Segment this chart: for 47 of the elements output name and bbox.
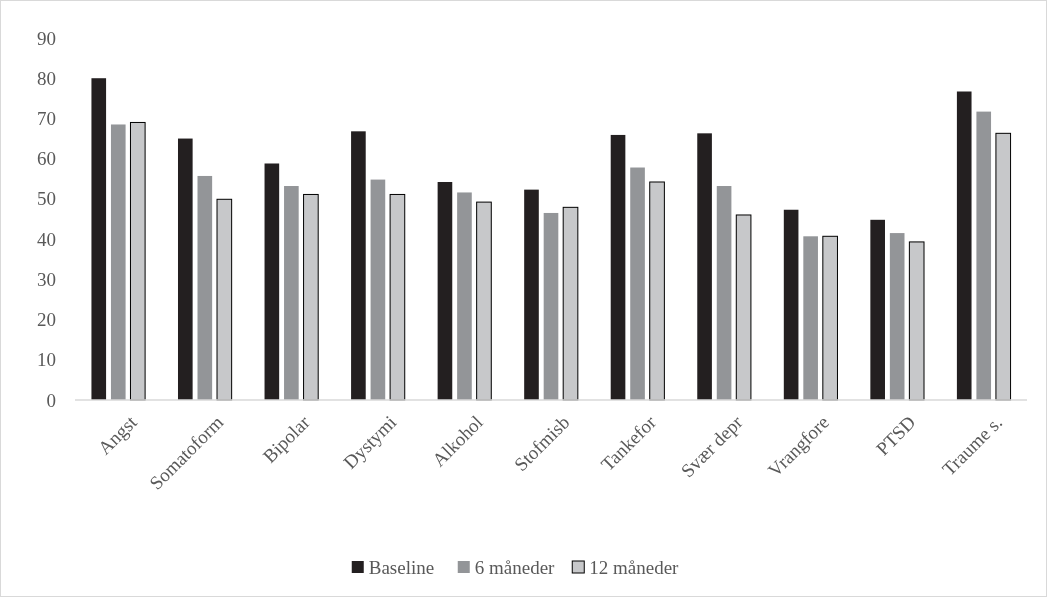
bar [110, 124, 126, 400]
bar [543, 212, 559, 400]
bar [630, 167, 645, 400]
bar [457, 192, 472, 400]
bar [129, 121, 146, 401]
bar [822, 235, 838, 401]
bar [803, 236, 818, 400]
y-tick-label: 60 [37, 148, 56, 170]
bar [177, 138, 193, 400]
bar [976, 111, 992, 400]
bar [610, 134, 626, 400]
bar [783, 209, 799, 400]
y-tick-label: 10 [37, 349, 56, 371]
bar [908, 241, 925, 401]
bar [264, 163, 280, 400]
bar [956, 91, 972, 400]
bar [303, 193, 319, 401]
legend-label: 12 måneder [589, 556, 680, 578]
bar [437, 182, 453, 400]
bar [351, 131, 366, 400]
y-tick-label: 80 [37, 67, 56, 89]
bar [370, 179, 386, 400]
legend-label: 6 måneder [474, 556, 556, 578]
bar [389, 193, 406, 401]
bar [216, 198, 233, 401]
x-tick-label: Svær depr [676, 411, 748, 482]
legend-label: Baseline [368, 556, 435, 578]
bar [870, 219, 885, 400]
bar [716, 186, 732, 400]
bar [91, 78, 107, 400]
bar [735, 214, 752, 401]
bar [697, 133, 712, 400]
y-tick-label: 90 [37, 27, 56, 49]
bar [284, 186, 299, 400]
bar [562, 206, 579, 401]
bar [476, 201, 492, 401]
bar [197, 175, 213, 400]
y-tick-label: 30 [37, 268, 56, 290]
bar [889, 233, 905, 400]
y-tick-label: 20 [37, 309, 56, 331]
y-tick-label: 70 [37, 107, 56, 129]
bar [995, 132, 1012, 401]
y-tick-label: 40 [37, 228, 56, 250]
bar [649, 181, 665, 401]
bar [524, 189, 539, 400]
y-tick-label: 0 [46, 389, 56, 411]
y-tick-label: 50 [37, 188, 56, 210]
